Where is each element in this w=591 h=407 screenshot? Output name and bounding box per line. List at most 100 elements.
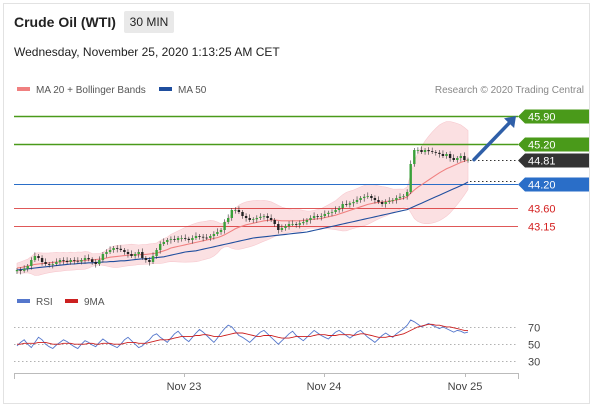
- candle: [341, 201, 344, 212]
- candle: [352, 199, 355, 207]
- timeframe-badge[interactable]: [124, 11, 174, 33]
- candle: [434, 150, 437, 156]
- candle: [184, 234, 187, 241]
- level-label-44-20: 44.20: [528, 180, 556, 192]
- candle: [187, 236, 190, 243]
- candle: [413, 148, 416, 167]
- candle: [330, 209, 334, 217]
- timestamp: Wednesday, November 25, 2020 1:13:25 AM …: [14, 45, 280, 59]
- candle: [459, 153, 462, 162]
- candle: [423, 148, 427, 155]
- candle: [76, 257, 79, 264]
- ma50-legend-swatch: [159, 87, 172, 91]
- candle: [209, 234, 212, 241]
- candle: [334, 206, 337, 214]
- candle: [148, 257, 151, 266]
- candle: [94, 259, 97, 268]
- candlesticks: [15, 146, 470, 275]
- ma20-legend-swatch: [17, 87, 30, 91]
- candle: [259, 213, 262, 220]
- candle: [169, 236, 173, 244]
- candle: [205, 234, 208, 240]
- candle: [141, 248, 144, 260]
- candle: [155, 248, 158, 259]
- candle: [40, 255, 44, 266]
- candle: [166, 238, 169, 245]
- candle: [133, 252, 137, 259]
- candle: [230, 208, 233, 221]
- candle: [23, 265, 26, 273]
- candle: [237, 206, 241, 214]
- candle: [201, 234, 205, 242]
- candle: [191, 235, 194, 244]
- candle: [355, 196, 359, 204]
- x-tick-label: Nov 24: [307, 381, 342, 393]
- candle: [173, 235, 176, 242]
- candle: [262, 214, 266, 220]
- candle: [44, 258, 47, 266]
- candle: [409, 160, 412, 194]
- candle: [48, 262, 51, 268]
- price-levels: [14, 115, 518, 227]
- level-tag-44-81: [518, 153, 589, 168]
- candle: [431, 147, 434, 154]
- candle: [91, 257, 94, 265]
- candle: [241, 210, 244, 219]
- candle: [441, 150, 445, 158]
- candle: [219, 228, 223, 235]
- candle: [302, 218, 305, 226]
- candle: [420, 146, 423, 154]
- candle: [105, 249, 108, 258]
- level-label-45-20: 45.20: [528, 140, 556, 152]
- rsi-legend-swatch: [17, 299, 30, 303]
- candle: [30, 257, 33, 270]
- candle: [280, 224, 284, 232]
- candle: [323, 210, 326, 218]
- candle: [298, 220, 301, 229]
- rsi-line: [16, 319, 469, 350]
- instrument-title: Crude Oil (WTI): [14, 14, 116, 30]
- candle: [345, 200, 348, 207]
- candle: [448, 151, 452, 162]
- candle: [452, 154, 455, 162]
- ma50-legend-label: MA 50: [178, 85, 207, 96]
- candle: [151, 252, 155, 264]
- x-tick-label: Nov 25: [448, 381, 483, 393]
- candle: [266, 213, 269, 222]
- candle: [287, 221, 291, 230]
- candle: [51, 261, 54, 269]
- timeframe-label: 30 MIN: [130, 15, 169, 29]
- candle: [223, 219, 226, 234]
- candle: [176, 236, 180, 243]
- candle: [26, 264, 29, 272]
- candle: [73, 257, 76, 265]
- candle: [62, 257, 65, 265]
- candle: [277, 221, 280, 234]
- ma20-legend-label: MA 20 + Bollinger Bands: [36, 85, 146, 96]
- level-tag-44-20: [518, 177, 589, 192]
- candle: [427, 147, 430, 155]
- candle: [101, 252, 105, 263]
- rsi-panel: 70 50 30: [14, 319, 540, 369]
- candle: [359, 196, 362, 203]
- candle: [370, 194, 373, 201]
- candle: [80, 258, 83, 265]
- candle: [348, 201, 352, 208]
- rsi-ma-line: [17, 323, 468, 345]
- candle: [119, 245, 122, 252]
- candle: [377, 196, 380, 204]
- candle: [380, 200, 384, 207]
- candle: [126, 249, 130, 258]
- candle: [130, 250, 133, 258]
- forecast-arrow-shaft: [472, 121, 511, 162]
- ma9-legend-swatch: [65, 299, 78, 303]
- candle: [463, 152, 466, 162]
- candle: [391, 198, 394, 204]
- candle: [284, 224, 287, 231]
- candle: [388, 197, 391, 204]
- candle: [366, 192, 369, 199]
- candle: [309, 215, 312, 224]
- candle: [466, 157, 470, 163]
